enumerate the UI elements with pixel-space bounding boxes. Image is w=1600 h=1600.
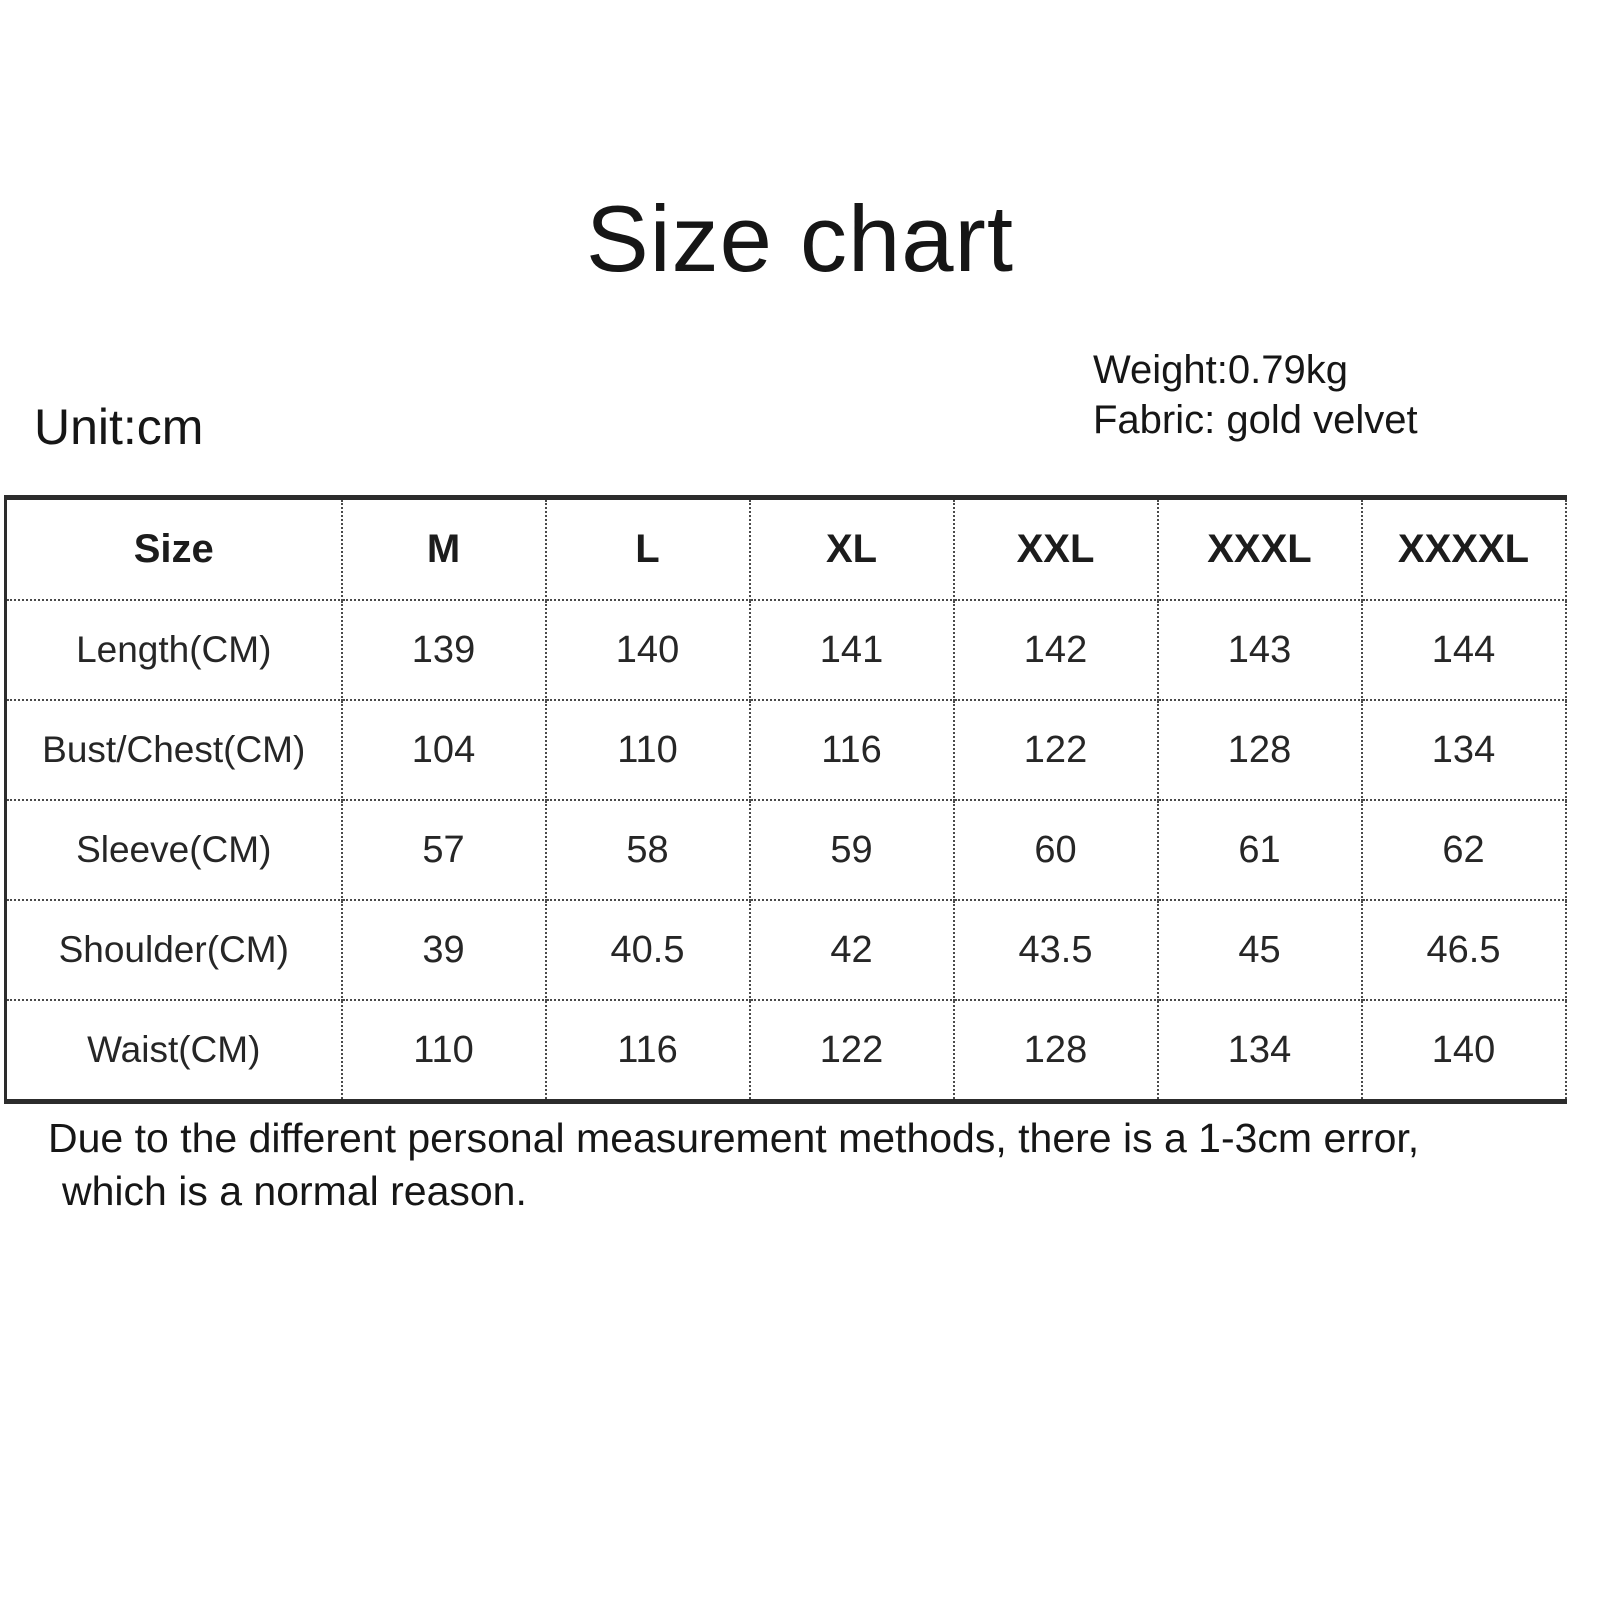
cell-bust-xxxxl: 134 [1360, 699, 1567, 801]
weight-text: Weight:0.79kg [1093, 348, 1348, 392]
cell-waist-xxxl: 134 [1156, 999, 1363, 1103]
cell-sleeve-xxl: 60 [952, 799, 1159, 901]
column-header-xl: XL [748, 496, 955, 601]
cell-waist-l: 116 [544, 999, 751, 1103]
product-meta: Weight:0.79kg Fabric: gold velvet [1093, 345, 1418, 445]
cell-length-xl: 141 [748, 599, 955, 701]
cell-sleeve-xxxxl: 62 [1360, 799, 1567, 901]
cell-sleeve-l: 58 [544, 799, 751, 901]
cell-shoulder-xxl: 43.5 [952, 899, 1159, 1001]
column-header-l: L [544, 496, 751, 601]
cell-length-xxxl: 143 [1156, 599, 1363, 701]
cell-bust-xxl: 122 [952, 699, 1159, 801]
note-line-2: which is a normal reason. [62, 1168, 527, 1214]
column-header-size: Size [4, 496, 343, 601]
cell-shoulder-m: 39 [340, 899, 547, 1001]
cell-length-xxxxl: 144 [1360, 599, 1567, 701]
row-label-length: Length(CM) [4, 599, 343, 701]
cell-length-m: 139 [340, 599, 547, 701]
cell-sleeve-m: 57 [340, 799, 547, 901]
note-line-1: Due to the different personal measuremen… [48, 1115, 1420, 1161]
cell-waist-xl: 122 [748, 999, 955, 1103]
cell-shoulder-xl: 42 [748, 899, 955, 1001]
cell-bust-xl: 116 [748, 699, 955, 801]
cell-shoulder-l: 40.5 [544, 899, 751, 1001]
row-label-sleeve: Sleeve(CM) [4, 799, 343, 901]
cell-sleeve-xl: 59 [748, 799, 955, 901]
table-row-bust: Bust/Chest(CM) 104 110 116 122 128 134 [4, 699, 1567, 801]
table-row-waist: Waist(CM) 110 116 122 128 134 140 [4, 999, 1567, 1103]
cell-waist-xxl: 128 [952, 999, 1159, 1103]
row-label-waist: Waist(CM) [4, 999, 343, 1103]
column-header-m: M [340, 496, 547, 601]
cell-sleeve-xxxl: 61 [1156, 799, 1363, 901]
cell-length-xxl: 142 [952, 599, 1159, 701]
cell-bust-m: 104 [340, 699, 547, 801]
cell-waist-xxxxl: 140 [1360, 999, 1567, 1103]
cell-bust-l: 110 [544, 699, 751, 801]
column-header-xxl: XXL [952, 496, 1159, 601]
row-label-bust: Bust/Chest(CM) [4, 699, 343, 801]
table-row-length: Length(CM) 139 140 141 142 143 144 [4, 599, 1567, 701]
column-header-xxxxl: XXXXL [1360, 496, 1567, 601]
table-row-sleeve: Sleeve(CM) 57 58 59 60 61 62 [4, 799, 1567, 901]
table-row-shoulder: Shoulder(CM) 39 40.5 42 43.5 45 46.5 [4, 899, 1567, 1001]
column-header-xxxl: XXXL [1156, 496, 1363, 601]
size-chart-table: Size M L XL XXL XXXL XXXXL Length(CM) 13… [4, 495, 1567, 1104]
measurement-note: Due to the different personal measuremen… [48, 1112, 1568, 1218]
unit-label: Unit:cm [34, 399, 204, 455]
cell-waist-m: 110 [340, 999, 547, 1103]
cell-bust-xxxl: 128 [1156, 699, 1363, 801]
fabric-text: Fabric: gold velvet [1093, 398, 1418, 442]
page-title: Size chart [586, 186, 1014, 291]
cell-shoulder-xxxl: 45 [1156, 899, 1363, 1001]
row-label-shoulder: Shoulder(CM) [4, 899, 343, 1001]
cell-length-l: 140 [544, 599, 751, 701]
table-header-row: Size M L XL XXL XXXL XXXXL [4, 496, 1567, 601]
cell-shoulder-xxxxl: 46.5 [1360, 899, 1567, 1001]
